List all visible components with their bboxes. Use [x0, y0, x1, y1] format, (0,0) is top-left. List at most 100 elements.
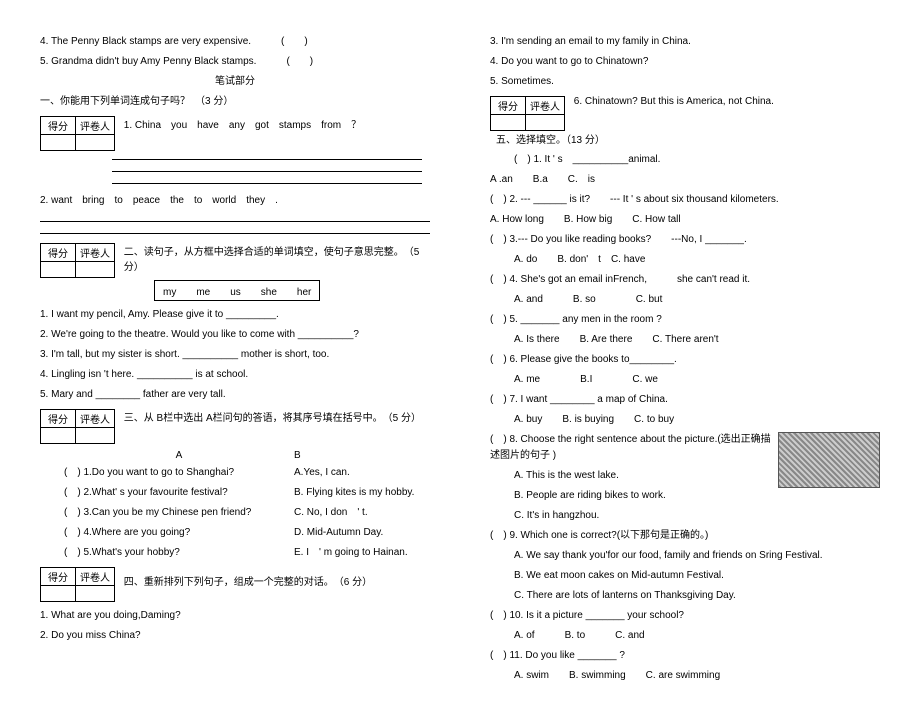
sec5-row: 得分评卷人 6. Chinatown? But this is America,… — [490, 96, 880, 146]
grader-label: 评卷人 — [76, 117, 115, 135]
sec1-title: 一、你能用下列单词连成句子吗？ （3 分） — [40, 94, 430, 110]
score-label: 得分 — [491, 97, 526, 115]
score-label: 得分 — [41, 568, 76, 586]
sec5-title: 五、选择填空。（13 分） — [496, 131, 605, 146]
sec4-title: 四、重新排列下列句子，组成一个完整的对话。 （6 分） — [124, 567, 372, 588]
match-a: ( ) 5.What's your hobby? — [64, 545, 294, 561]
sec3-row: 得分评卷人 三、从 B栏中选出 A栏问句的答语，将其序号填在括号中。 （5 分） — [40, 409, 430, 444]
sec4-row: 得分评卷人 四、重新排列下列句子，组成一个完整的对话。 （6 分） — [40, 567, 430, 602]
mc-stem: ( ) 1. It ' s __________animal. — [514, 152, 880, 168]
dialog-line: 2. Do you miss China? — [40, 628, 430, 644]
score-label: 得分 — [41, 410, 76, 428]
score-box: 得分评卷人 — [40, 243, 115, 278]
sec3-title: 三、从 B栏中选出 A栏问句的答语，将其序号填在括号中。 （5 分） — [124, 409, 421, 424]
question-image — [778, 432, 880, 488]
tf-text: 5 — [40, 56, 46, 67]
dialog-line: 4. Do you want to go to Chinatown? — [490, 54, 880, 70]
answer-line[interactable] — [40, 213, 430, 222]
dialog-line: 1. What are you doing,Daming? — [40, 608, 430, 624]
score-box: 得分评卷人 — [490, 96, 565, 131]
part-heading: 笔试部分 — [40, 74, 430, 90]
match-header: A B — [64, 450, 430, 461]
match-a: ( ) 1.Do you want to go to Shanghai? — [64, 465, 294, 481]
word-bank: my me us she her — [154, 280, 320, 301]
score-blank[interactable] — [41, 428, 76, 444]
match-row: ( ) 4.Where are you going?D. Mid-Autumn … — [64, 525, 430, 541]
mc-opts: A. Is there B. Are there C. There aren't — [514, 332, 880, 348]
grader-blank[interactable] — [76, 135, 115, 151]
mc-opts: A. swim B. swimming C. are swimming — [514, 668, 880, 684]
mc-opt: B. People are riding bikes to work. — [514, 488, 880, 504]
mc-opts: A. of B. to C. and — [514, 628, 880, 644]
col-b-head: B — [294, 450, 430, 461]
match-a: ( ) 3.Can you be my Chinese pen friend? — [64, 505, 294, 521]
match-row: ( ) 3.Can you be my Chinese pen friend?C… — [64, 505, 430, 521]
match-b: C. No, I don ' t. — [294, 505, 430, 521]
match-b: D. Mid-Autumn Day. — [294, 525, 430, 541]
grader-label: 评卷人 — [76, 244, 115, 262]
mc-opts: A. How long B. How big C. How tall — [490, 212, 880, 228]
fill-q: 2. We're going to the theatre. Would you… — [40, 327, 430, 343]
answer-line[interactable] — [112, 151, 422, 160]
sec2-row: 得分评卷人 二、读句子，从方框中选择合适的单词填空，使句子意思完整。 （5 分）… — [40, 243, 430, 301]
answer-line[interactable] — [112, 163, 422, 172]
dialog-line: 3. I'm sending an email to my family in … — [490, 34, 880, 50]
mc-stem: ( ) 2. --- ______ is it? --- It ' s abou… — [490, 192, 880, 208]
match-row: ( ) 5.What's your hobby?E. I ' m going t… — [64, 545, 430, 561]
grader-blank[interactable] — [76, 262, 115, 278]
sec2-title: 二、读句子，从方框中选择合适的单词填空，使句子意思完整。 （5 分） — [124, 243, 424, 273]
match-row: ( ) 1.Do you want to go to Shanghai?A.Ye… — [64, 465, 430, 481]
tf-item: 4. The Penny Black stamps are very expen… — [40, 34, 430, 50]
match-row: ( ) 2.What' s your favourite festival?B.… — [64, 485, 430, 501]
sec1-q1: 1. China you have any got stamps from ？ — [124, 116, 361, 131]
grader-label: 评卷人 — [76, 568, 115, 586]
right-column: 3. I'm sending an email to my family in … — [490, 30, 880, 688]
left-column: 4. The Penny Black stamps are very expen… — [40, 30, 430, 688]
fill-q: 4. Lingling isn 't here. __________ is a… — [40, 367, 430, 383]
fill-q: 5. Mary and ________ father are very tal… — [40, 387, 430, 403]
grader-blank[interactable] — [76, 428, 115, 444]
mc-stem: ( ) 9. Which one is correct?(以下那句是正确的。) — [490, 528, 880, 544]
match-b: B. Flying kites is my hobby. — [294, 485, 430, 501]
fill-q: 1. I want my pencil, Amy. Please give it… — [40, 307, 430, 323]
score-blank[interactable] — [41, 135, 76, 151]
mc-stem: ( ) 11. Do you like _______ ? — [490, 648, 880, 664]
mc-opt: B. We eat moon cakes on Mid-autumn Festi… — [514, 568, 880, 584]
score-blank[interactable] — [41, 262, 76, 278]
answer-line[interactable] — [112, 175, 422, 184]
mc-opt: C. It's in hangzhou. — [514, 508, 880, 524]
answer-line[interactable] — [40, 225, 430, 234]
match-b: A.Yes, I can. — [294, 465, 430, 481]
mc-opts: A .an B.a C. is — [490, 172, 880, 188]
score-label: 得分 — [41, 117, 76, 135]
score-label: 得分 — [41, 244, 76, 262]
mc-opts: A. buy B. is buying C. to buy — [514, 412, 880, 428]
mc-stem: ( ) 4. She's got an email inFrench, she … — [490, 272, 880, 288]
grader-blank[interactable] — [526, 115, 565, 131]
score-blank[interactable] — [491, 115, 526, 131]
mc-stem: ( ) 6. Please give the books to________. — [490, 352, 880, 368]
score-box: 得分评卷人 — [40, 567, 115, 602]
grader-blank[interactable] — [76, 586, 115, 602]
sec1-row: 得分评卷人 1. China you have any got stamps f… — [40, 116, 430, 187]
tf-text-val: Grandma didn't buy Amy Penny Black stamp… — [51, 56, 256, 67]
score-box: 得分评卷人 — [40, 409, 115, 444]
grader-label: 评卷人 — [526, 97, 565, 115]
mc-stem: ( ) 5. _______ any men in the room ? — [490, 312, 880, 328]
match-a: ( ) 4.Where are you going? — [64, 525, 294, 541]
score-blank[interactable] — [41, 586, 76, 602]
mc-stem: ( ) 10. Is it a picture _______ your sch… — [490, 608, 880, 624]
col-a-head: A — [64, 450, 294, 461]
mc-opts: A. me B.I C. we — [514, 372, 880, 388]
match-b: E. I ' m going to Hainan. — [294, 545, 430, 561]
score-box: 得分评卷人 — [40, 116, 115, 151]
tf-text-val: The Penny Black stamps are very expensiv… — [51, 36, 251, 47]
match-a: ( ) 2.What' s your favourite festival? — [64, 485, 294, 501]
line6: 6. Chinatown? But this is America, not C… — [574, 96, 774, 107]
tf-text: 4 — [40, 36, 46, 47]
sec1-q2: 2. want bring to peace the to world they… — [40, 193, 430, 209]
mc-opt: A. We say thank you'for our food, family… — [514, 548, 880, 564]
mc-stem: ( ) 3.--- Do you like reading books? ---… — [490, 232, 880, 248]
grader-label: 评卷人 — [76, 410, 115, 428]
mc-opt: C. There are lots of lanterns on Thanksg… — [514, 588, 880, 604]
